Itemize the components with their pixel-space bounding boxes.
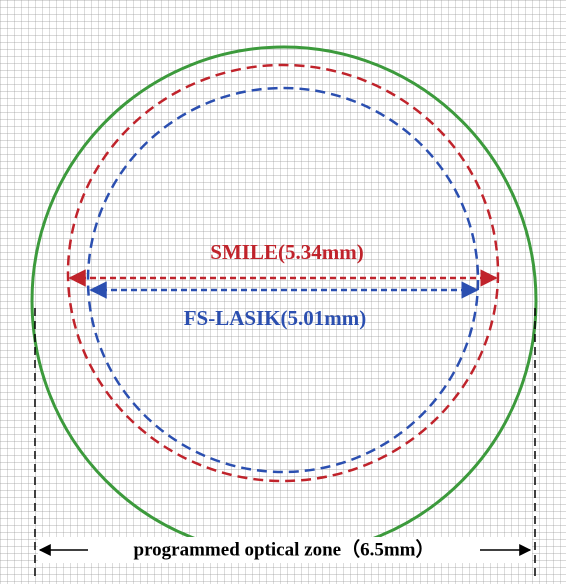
fs-lasik-label: FS-LASIK(5.01mm) xyxy=(184,306,367,330)
zone-label-background xyxy=(88,538,480,562)
zone-label: programmed optical zone（6.5mm） xyxy=(134,537,435,560)
smile-label: SMILE(5.34mm) xyxy=(210,240,363,264)
smile-circle xyxy=(66,63,500,483)
